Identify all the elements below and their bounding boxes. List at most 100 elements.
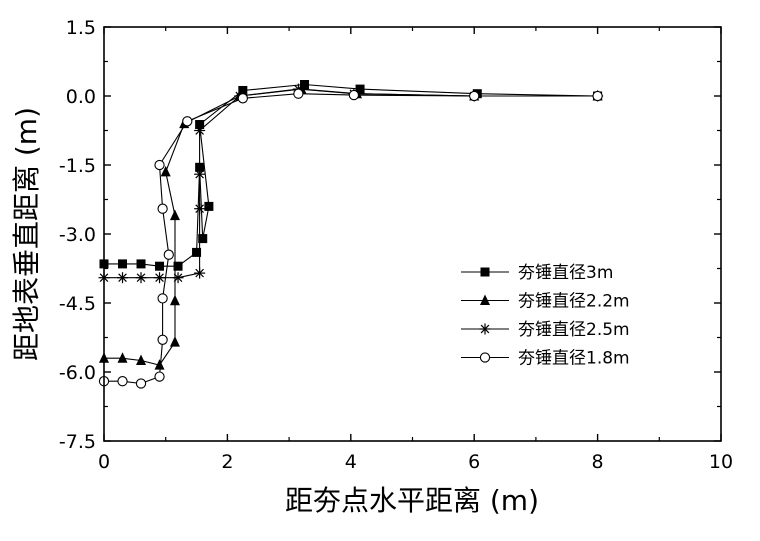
y-tick-label: -6.0 — [59, 362, 96, 384]
series-1-point — [192, 247, 202, 257]
triangle-marker-shape — [117, 352, 128, 363]
series-1-point — [136, 259, 146, 269]
circle-marker-shape — [163, 249, 174, 260]
series-1-point — [195, 120, 205, 130]
y-tick-label: 1.5 — [66, 17, 96, 39]
legend-marker — [480, 267, 490, 277]
series-3-point — [194, 125, 206, 136]
series-1-point — [173, 261, 183, 271]
series-4-point — [135, 378, 147, 389]
square-marker-shape — [118, 259, 128, 269]
circle-marker-shape — [469, 90, 480, 102]
asterisk-stroke — [173, 273, 183, 283]
series-4-point — [154, 371, 165, 382]
series-1-point — [300, 80, 310, 89]
series-4-point — [154, 159, 165, 171]
square-marker-shape — [204, 201, 214, 211]
circle-marker-shape — [182, 116, 193, 127]
triangle-marker-shape — [169, 294, 180, 306]
asterisk-stroke — [195, 268, 204, 278]
legend-label: 夯锤直径1.8m — [518, 349, 630, 369]
series-3-point — [154, 272, 166, 284]
series-2-point — [169, 336, 180, 347]
square-marker-shape — [195, 120, 205, 130]
series-3-point — [194, 267, 206, 279]
series-2-point — [154, 359, 165, 370]
series-4-point — [117, 376, 128, 387]
square-marker-shape — [136, 259, 146, 269]
x-tick-label: 2 — [221, 451, 233, 473]
legend-label: 夯锤直径3m — [518, 263, 613, 283]
triangle-marker-shape — [480, 294, 490, 305]
series-1-point — [204, 201, 214, 211]
series-1-point — [118, 259, 128, 269]
series-2-point — [117, 352, 128, 363]
square-marker-shape — [192, 247, 202, 257]
x-tick-label: 10 — [709, 451, 733, 473]
triangle-marker-shape — [160, 165, 171, 177]
series-3-point — [194, 168, 206, 180]
circle-marker-shape — [293, 88, 304, 99]
legend-label: 夯锤直径2.5m — [518, 320, 630, 340]
x-axis-title: 距夯点水平距离 (m) — [285, 484, 539, 517]
square-marker-shape — [238, 85, 248, 95]
series-3-point — [117, 272, 129, 284]
series-2-point — [169, 209, 180, 221]
series-1-point — [355, 84, 365, 94]
asterisk-stroke — [195, 169, 204, 179]
circle-marker-shape — [237, 93, 248, 104]
triangle-marker-shape — [136, 354, 147, 365]
x-tick-label: 4 — [345, 451, 357, 473]
x-tick-label: 8 — [592, 451, 604, 473]
asterisk-stroke — [118, 273, 127, 283]
legend-item: 夯锤直径3m — [461, 263, 613, 283]
circle-marker-shape — [348, 89, 360, 101]
square-marker-shape — [198, 234, 208, 244]
series-3-point — [135, 272, 147, 284]
triangle-marker-shape — [154, 359, 165, 370]
legend-item: 夯锤直径1.8m — [461, 349, 630, 369]
series-4-point — [469, 90, 480, 102]
series-4-point — [157, 293, 168, 304]
series-3-point — [172, 272, 184, 284]
x-tick-label: 0 — [98, 451, 110, 473]
legend-marker — [479, 352, 491, 363]
series-2-point — [136, 354, 147, 365]
legend-item: 夯锤直径2.2m — [461, 292, 630, 312]
series-2-point — [160, 165, 171, 177]
y-tick-label: -4.5 — [59, 293, 96, 315]
series-2-point — [169, 294, 180, 306]
asterisk-stroke — [480, 324, 490, 334]
series-4-point — [157, 203, 168, 214]
triangle-marker-shape — [169, 336, 180, 347]
ticks-layer: 0 2 4 6 8 10 1.5 0.0 -1.5 -3.0 -4.5 -6.0 -7.5 — [59, 17, 733, 473]
circle-marker-shape — [479, 352, 491, 363]
series-1-point — [238, 85, 248, 95]
series-4-point — [293, 88, 304, 99]
series-1-point — [155, 261, 165, 271]
square-marker-shape — [155, 261, 165, 271]
circle-marker-shape — [157, 293, 168, 304]
circle-marker-shape — [157, 334, 168, 345]
square-marker-shape — [300, 80, 310, 89]
legend-marker — [480, 294, 490, 305]
legend-item: 夯锤直径2.5m — [461, 320, 630, 340]
triangle-marker-shape — [169, 209, 180, 221]
circle-marker-shape — [117, 376, 128, 387]
asterisk-stroke — [195, 126, 204, 135]
series-4-point — [163, 249, 174, 260]
y-tick-label: 0.0 — [66, 86, 96, 108]
circle-marker-shape — [154, 159, 165, 171]
asterisk-stroke — [195, 204, 204, 214]
x-tick-label: 6 — [468, 451, 480, 473]
asterisk-stroke — [155, 273, 164, 283]
y-tick-label: -3.0 — [59, 224, 96, 246]
series-layer — [98, 80, 604, 389]
square-marker-shape — [173, 261, 183, 271]
y-axis-title: 距地表垂直距离 (m) — [10, 107, 43, 361]
circle-marker-shape — [154, 371, 165, 382]
asterisk-stroke — [136, 273, 146, 283]
